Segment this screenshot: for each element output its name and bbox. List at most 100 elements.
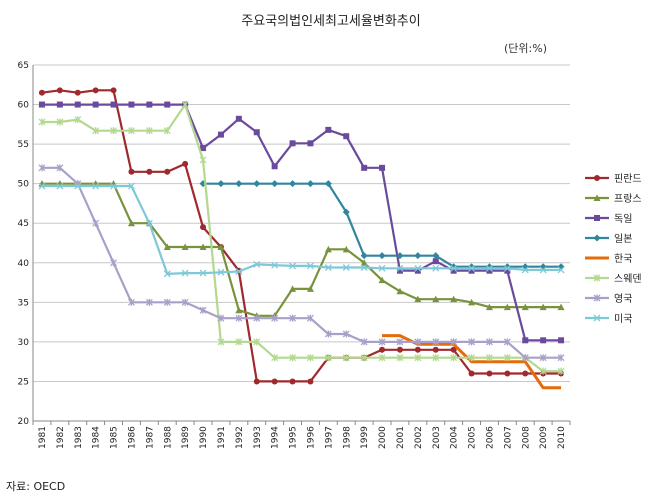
data-point [325, 126, 332, 133]
data-point [360, 264, 368, 271]
data-point [486, 267, 493, 274]
data-point [217, 243, 225, 250]
data-point [253, 129, 260, 136]
data-point [128, 168, 135, 175]
data-point [306, 180, 314, 188]
data-point [486, 370, 493, 377]
legend-label: 스웨덴 [614, 273, 642, 285]
data-point [503, 303, 511, 311]
data-point [414, 295, 422, 303]
x-tick-label: 1983 [74, 426, 84, 449]
legend-label: 핀란드 [614, 173, 642, 185]
data-point [128, 101, 135, 108]
data-point [289, 378, 296, 385]
x-tick-label: 1982 [56, 426, 66, 449]
data-point [342, 330, 350, 338]
data-point [306, 285, 314, 292]
series-line-7 [42, 184, 561, 275]
legend-label: 영국 [614, 293, 632, 305]
data-point [432, 258, 439, 265]
data-point [450, 295, 458, 303]
data-point [557, 367, 565, 375]
data-point [74, 116, 82, 124]
data-point [414, 252, 422, 260]
data-point [92, 127, 100, 135]
data-point [56, 164, 64, 172]
data-point [396, 264, 404, 272]
data-point [396, 346, 403, 353]
data-point [217, 180, 225, 188]
data-point [522, 370, 529, 377]
data-point [145, 219, 153, 227]
data-point [522, 337, 529, 344]
data-point [127, 127, 135, 135]
x-tick-label: 2002 [414, 426, 424, 449]
data-point [450, 346, 457, 353]
data-point [539, 367, 547, 375]
data-point [396, 252, 404, 260]
data-point [468, 338, 476, 346]
data-point [360, 259, 368, 266]
legend-label: 프랑스 [614, 193, 642, 205]
data-point [539, 303, 547, 311]
data-point [378, 338, 386, 346]
x-tick-label: 1987 [145, 426, 155, 449]
data-point [468, 370, 475, 377]
data-point [56, 118, 64, 126]
data-point [414, 346, 421, 353]
data-point [521, 303, 529, 311]
legend-marker [594, 215, 600, 221]
data-point [521, 266, 529, 274]
data-point [468, 354, 476, 362]
data-point [396, 287, 404, 295]
y-tick-label: 55 [18, 140, 29, 150]
data-point [432, 346, 439, 353]
legend-label: 한국 [614, 253, 632, 265]
legend-marker [593, 194, 601, 201]
x-tick-label: 1992 [235, 426, 245, 449]
legend-label: 일본 [614, 233, 632, 245]
data-point [271, 261, 279, 269]
data-point [396, 354, 404, 362]
data-point [324, 330, 332, 338]
x-tick-label: 1995 [289, 426, 299, 449]
x-tick-label: 1993 [253, 426, 263, 449]
data-point [289, 180, 297, 188]
data-point [414, 267, 421, 274]
data-point [450, 267, 457, 274]
x-tick-label: 2006 [485, 426, 495, 449]
data-point [253, 180, 261, 188]
x-tick-label: 1999 [360, 426, 370, 449]
data-point [253, 378, 260, 385]
data-point [557, 303, 565, 311]
source-note: 자료: OECD [6, 480, 66, 493]
data-point [199, 243, 207, 250]
x-tick-label: 2007 [503, 426, 513, 449]
data-point [432, 252, 440, 260]
data-point [289, 314, 297, 322]
data-point [271, 314, 279, 322]
data-point [324, 264, 332, 271]
x-tick-label: 1996 [306, 426, 316, 449]
x-tick-label: 1988 [163, 426, 173, 449]
data-point [127, 182, 135, 190]
data-point [379, 164, 386, 171]
series-line-1 [42, 182, 561, 317]
x-tick-label: 1989 [181, 426, 191, 449]
data-point [432, 264, 440, 272]
data-point [361, 164, 368, 171]
data-point [146, 101, 153, 108]
data-point [146, 168, 153, 175]
data-point [289, 285, 297, 292]
data-point [432, 354, 440, 362]
data-point [539, 266, 547, 274]
y-tick-label: 20 [18, 417, 30, 427]
data-point [306, 262, 314, 270]
data-point [110, 259, 118, 267]
data-point [92, 219, 100, 227]
unit-label: (단위:%) [504, 42, 547, 55]
x-tick-label: 2001 [396, 426, 406, 449]
data-point [74, 182, 82, 190]
data-point [540, 337, 547, 344]
data-point [342, 354, 350, 362]
